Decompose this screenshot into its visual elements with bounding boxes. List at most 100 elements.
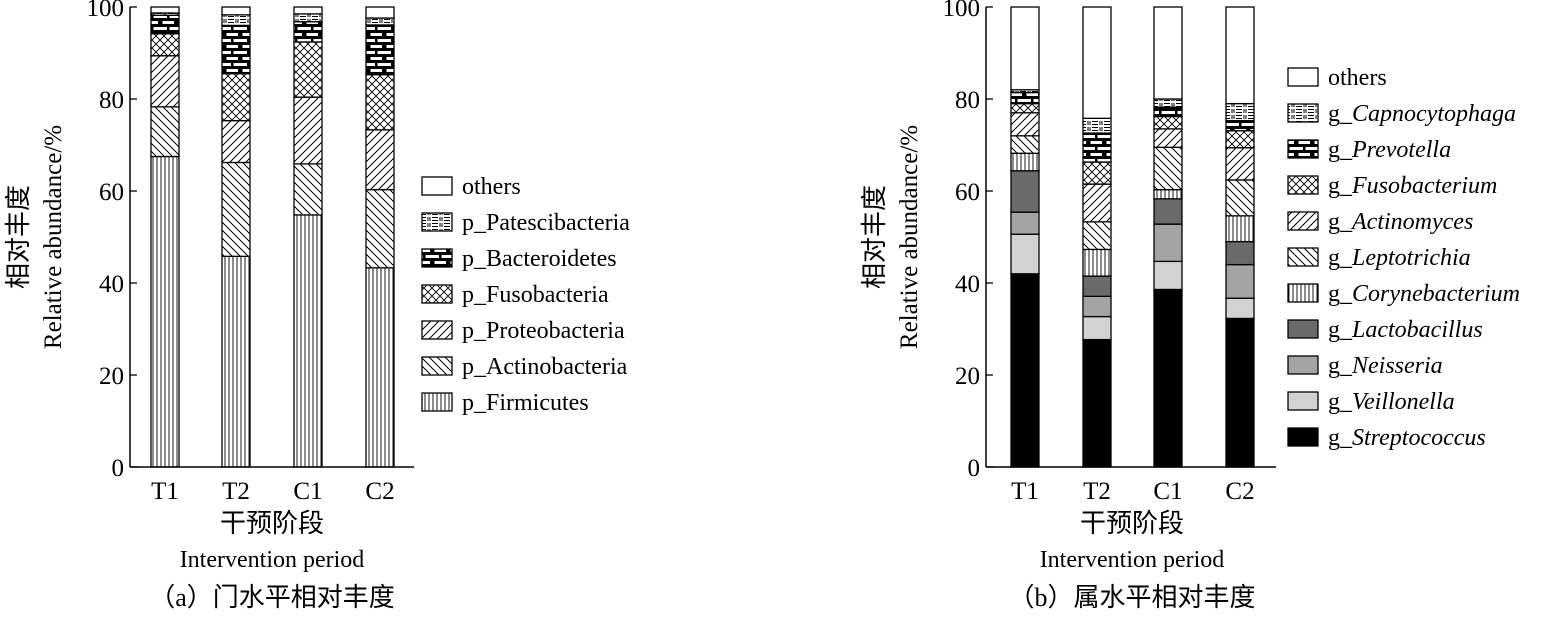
legend-swatch-g-fusobacterium xyxy=(1287,175,1319,195)
bar-segment-t2-p-proteobacteria xyxy=(221,119,251,164)
x-axis-label-zh: 干预阶段 xyxy=(1080,509,1184,538)
bar-segment-t2-g-fusobacterium xyxy=(1082,161,1112,185)
bar-segment-c1-p-proteobacteria xyxy=(293,96,323,165)
bar-segment-t1-g-corynebacterium xyxy=(1010,152,1040,172)
bar-segment-t1-g-leptotrichia xyxy=(1010,135,1040,154)
y-tick-label-60: 60 xyxy=(99,179,124,206)
bar-segment-t1-p-firmicutes xyxy=(150,155,180,468)
legend-swatch-p-firmicutes xyxy=(421,392,453,412)
legend-swatch-p-patescibacteria xyxy=(421,212,453,232)
bar-segment-c2-g-prevotella xyxy=(1225,119,1255,132)
legend-label-g-streptococcus: g_Streptococcus xyxy=(1328,425,1486,451)
bar-segment-c1-g-leptotrichia xyxy=(1153,146,1183,191)
bar-segment-c1-g-actinomyces xyxy=(1153,128,1183,148)
legend-swatch-others xyxy=(1287,67,1319,87)
y-tick-label-0: 0 xyxy=(968,455,981,482)
bar-segment-t1-p-fusobacteria xyxy=(150,33,180,57)
legend-label-others: others xyxy=(1328,65,1387,91)
bar-segment-t1-others xyxy=(150,6,180,14)
y-tick-label-100: 100 xyxy=(87,0,125,22)
y-tick-label-60: 60 xyxy=(955,179,980,206)
bar-segment-t2-g-actinomyces xyxy=(1082,183,1112,223)
y-axis-label-en: Relative abundance/% xyxy=(40,125,67,349)
chart-panel-b: 0 20 40 60 80 100 T1 T2 C1 C2 干预阶段 Intervention per… xyxy=(860,0,1520,612)
y-tick-label-0: 0 xyxy=(112,455,125,482)
y-tick-label-20: 20 xyxy=(99,363,124,390)
bar-segment-t2-p-patescibacteria xyxy=(221,14,251,27)
bar-segment-t1-g-lactobacillus xyxy=(1010,170,1040,213)
bar-segment-c2-p-actinobacteria xyxy=(365,188,395,269)
bar-segment-t2-p-bacteroidetes xyxy=(221,24,251,75)
bar-segment-c1-others xyxy=(293,6,323,15)
legend-swatch-p-actinobacteria xyxy=(421,356,453,376)
bar-segment-c2-g-streptococcus xyxy=(1225,317,1255,468)
bar-segment-t1-p-proteobacteria xyxy=(150,55,180,108)
bar-segment-c2-g-veillonella xyxy=(1225,297,1255,320)
legend-label-g-corynebacterium: g_Corynebacterium xyxy=(1328,281,1520,307)
legend-swatch-others xyxy=(421,176,453,196)
y-axis-label-en: Relative abundance/% xyxy=(896,125,923,349)
legend-swatch-g-streptococcus xyxy=(1287,427,1319,447)
x-tick-label-t2: T2 xyxy=(1083,478,1111,505)
bar-segment-t1-others xyxy=(1010,6,1040,91)
y-tick-label-40: 40 xyxy=(99,271,124,298)
bar-segment-t1-g-veillonella xyxy=(1010,233,1040,275)
x-tick-label-c1: C1 xyxy=(293,478,322,505)
legend-swatch-g-prevotella xyxy=(1287,139,1319,159)
legend-swatch-g-actinomyces xyxy=(1287,211,1319,231)
bar-segment-t1-g-prevotella xyxy=(1010,91,1040,105)
bar-segment-c2-p-fusobacteria xyxy=(365,73,395,131)
legend-swatch-g-leptotrichia xyxy=(1287,247,1319,267)
bar-segment-c1-p-patescibacteria xyxy=(293,13,323,23)
x-tick-label-t2: T2 xyxy=(222,478,250,505)
bar-segment-c1-p-actinobacteria xyxy=(293,163,323,216)
y-tick-label-100: 100 xyxy=(943,0,981,22)
legend-swatch-g-neisseria xyxy=(1287,355,1319,375)
y-tick-label-80: 80 xyxy=(955,87,980,114)
y-axis-label-zh: 相对丰度 xyxy=(860,185,889,289)
bar-segment-c1-p-bacteroidetes xyxy=(293,21,323,43)
legend-label-p-patescibacteria: p_Patescibacteria xyxy=(462,210,630,236)
legend-swatch-g-lactobacillus xyxy=(1287,319,1319,339)
legend-label-p-bacteroidetes: p_Bacteroidetes xyxy=(462,246,617,272)
bar-segment-t2-p-actinobacteria xyxy=(221,161,251,257)
bar-segment-c2-g-leptotrichia xyxy=(1225,179,1255,217)
chart-panel-a: 0 20 40 60 80 100 T1 T2 C1 C2 干预阶段 Intervention per… xyxy=(4,0,630,612)
bar-segment-t1-g-actinomyces xyxy=(1010,112,1040,137)
bar-segment-c1-g-capnocytophaga xyxy=(1153,98,1183,108)
legend-label-g-capnocytophaga: g_Capnocytophaga xyxy=(1328,101,1516,127)
legend-label-g-lactobacillus: g_Lactobacillus xyxy=(1328,317,1483,343)
bar-segment-t1-p-bacteroidetes xyxy=(150,14,180,35)
panel-caption: （b）属水平相对丰度 xyxy=(1008,583,1255,612)
legend-label-g-prevotella: g_Prevotella xyxy=(1328,137,1451,163)
bar-segment-c2-g-fusobacterium xyxy=(1225,130,1255,149)
bar-segment-t2-p-firmicutes xyxy=(221,255,251,468)
legend-swatch-g-veillonella xyxy=(1287,391,1319,411)
bar-segment-t2-g-neisseria xyxy=(1082,295,1112,318)
bar-segment-c2-others xyxy=(1225,6,1255,105)
y-tick-label-20: 20 xyxy=(955,363,980,390)
legend-label-p-firmicutes: p_Firmicutes xyxy=(462,390,589,416)
x-tick-label-t1: T1 xyxy=(1011,478,1039,505)
bar-segment-c2-g-capnocytophaga xyxy=(1225,102,1255,122)
bar-segment-t1-g-fusobacterium xyxy=(1010,102,1040,114)
bar-segment-c2-g-lactobacillus xyxy=(1225,240,1255,266)
bar-segment-t1-g-neisseria xyxy=(1010,211,1040,235)
bar-segment-t2-p-fusobacteria xyxy=(221,73,251,122)
bar-segment-t2-g-streptococcus xyxy=(1082,338,1112,468)
x-tick-label-c1: C1 xyxy=(1153,478,1182,505)
legend-label-p-proteobacteria: p_Proteobacteria xyxy=(462,318,625,344)
legend-swatch-g-capnocytophaga xyxy=(1287,103,1319,123)
x-tick-label-c2: C2 xyxy=(365,478,394,505)
bar-segment-c1-g-veillonella xyxy=(1153,260,1183,291)
x-tick-label-c2: C2 xyxy=(1225,478,1254,505)
bar-segment-c1-g-streptococcus xyxy=(1153,288,1183,468)
legend-label-g-neisseria: g_Neisseria xyxy=(1328,353,1443,379)
bar-segment-c2-p-firmicutes xyxy=(365,267,395,468)
bar-segment-c1-g-prevotella xyxy=(1153,106,1183,118)
legend-label-g-actinomyces: g_Actinomyces xyxy=(1328,209,1473,235)
bar-segment-t2-g-prevotella xyxy=(1082,132,1112,163)
legend-label-p-actinobacteria: p_Actinobacteria xyxy=(462,354,628,380)
bar-segment-c1-p-fusobacteria xyxy=(293,41,323,98)
